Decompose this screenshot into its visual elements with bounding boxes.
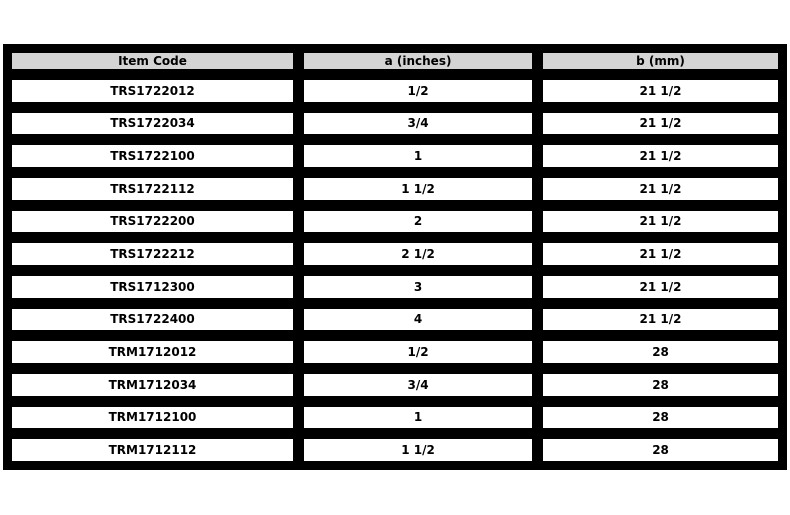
table-row: TRS1722112 1 1/2 21 1/2 <box>10 175 780 202</box>
b-mm-cell: 28 <box>541 339 780 365</box>
b-mm-cell: 21 1/2 <box>541 273 780 300</box>
table-row: TRM1712100 1 28 <box>10 404 780 431</box>
header-item-code: Item Code <box>10 51 295 71</box>
table-row: TRS1722212 2 1/2 21 1/2 <box>10 241 780 267</box>
item-code-cell: TRS1722400 <box>10 306 295 333</box>
a-inches-cell: 1/2 <box>302 339 535 365</box>
item-code-cell: TRS1722034 <box>10 110 295 137</box>
b-mm-cell: 28 <box>541 404 780 431</box>
item-code-cell: TRM1712112 <box>10 437 295 463</box>
a-inches-cell: 4 <box>302 306 535 333</box>
a-inches-cell: 3/4 <box>302 110 535 137</box>
b-mm-cell: 21 1/2 <box>541 175 780 202</box>
a-inches-cell: 2 1/2 <box>302 241 535 267</box>
spec-table-frame: Item Code a (inches) b (mm) TRS1722012 1/… <box>3 44 787 470</box>
a-inches-cell: 3/4 <box>302 371 535 398</box>
item-code-cell: TRM1712100 <box>10 404 295 431</box>
b-mm-cell: 21 1/2 <box>541 110 780 137</box>
table-row: TRS1722100 1 21 1/2 <box>10 143 780 169</box>
a-inches-cell: 1 1/2 <box>302 175 535 202</box>
header-a-inches: a (inches) <box>302 51 535 71</box>
table-row: TRM1712012 1/2 28 <box>10 339 780 365</box>
table-row: TRM1712034 3/4 28 <box>10 371 780 398</box>
item-code-cell: TRS1722212 <box>10 241 295 267</box>
item-code-cell: TRS1722012 <box>10 78 295 104</box>
header-b-mm: b (mm) <box>541 51 780 71</box>
item-code-cell: TRM1712012 <box>10 339 295 365</box>
item-code-cell: TRS1722200 <box>10 208 295 235</box>
item-code-cell: TRS1722100 <box>10 143 295 169</box>
a-inches-cell: 1 <box>302 143 535 169</box>
a-inches-cell: 1 <box>302 404 535 431</box>
table-row: TRS1722012 1/2 21 1/2 <box>10 78 780 104</box>
table-row: TRM1712112 1 1/2 28 <box>10 437 780 463</box>
a-inches-cell: 3 <box>302 273 535 300</box>
item-code-cell: TRS1722112 <box>10 175 295 202</box>
b-mm-cell: 21 1/2 <box>541 78 780 104</box>
item-code-cell: TRM1712034 <box>10 371 295 398</box>
table-row: TRS1722034 3/4 21 1/2 <box>10 110 780 137</box>
a-inches-cell: 2 <box>302 208 535 235</box>
a-inches-cell: 1 1/2 <box>302 437 535 463</box>
table-row: TRS1722400 4 21 1/2 <box>10 306 780 333</box>
b-mm-cell: 28 <box>541 371 780 398</box>
a-inches-cell: 1/2 <box>302 78 535 104</box>
b-mm-cell: 21 1/2 <box>541 306 780 333</box>
b-mm-cell: 21 1/2 <box>541 143 780 169</box>
table-row: TRS1712300 3 21 1/2 <box>10 273 780 300</box>
header-row: Item Code a (inches) b (mm) <box>10 51 780 71</box>
b-mm-cell: 21 1/2 <box>541 241 780 267</box>
item-code-cell: TRS1712300 <box>10 273 295 300</box>
table-row: TRS1722200 2 21 1/2 <box>10 208 780 235</box>
spec-table: Item Code a (inches) b (mm) TRS1722012 1/… <box>3 44 787 470</box>
b-mm-cell: 21 1/2 <box>541 208 780 235</box>
b-mm-cell: 28 <box>541 437 780 463</box>
